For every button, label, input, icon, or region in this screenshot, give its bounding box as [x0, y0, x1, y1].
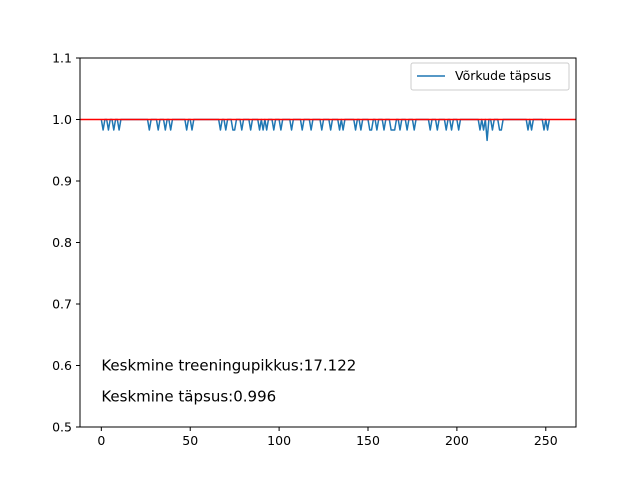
annotation-mean-training-length: Keskmine treeningupikkus:17.122 — [101, 357, 356, 375]
series-line-vorkude-tapsus — [100, 118, 551, 142]
y-tick-label: 0.8 — [52, 235, 72, 250]
axis-ticks: 0 50 100 150 200 250 0.5 0.6 0.7 0.8 0.9 1.0 1.1 — [52, 51, 558, 449]
x-tick-label: 0 — [97, 433, 105, 448]
x-tick-label: 150 — [356, 433, 380, 448]
annotations: Keskmine treeningupikkus:17.122 Keskmine … — [101, 357, 356, 406]
annotation-mean-accuracy: Keskmine täpsus:0.996 — [101, 387, 276, 405]
legend-box — [410, 62, 570, 91]
y-tick-label: 1.0 — [52, 112, 72, 127]
legend: Võrkude täpsus — [410, 62, 570, 91]
x-tick-label: 100 — [267, 433, 291, 448]
y-tick-label: 1.1 — [52, 51, 72, 66]
x-tick-label: 50 — [182, 433, 198, 448]
y-tick-label: 0.9 — [52, 174, 72, 189]
y-tick-label: 0.6 — [52, 358, 72, 373]
y-tick-label: 0.5 — [52, 420, 72, 435]
legend-label: Võrkude täpsus — [455, 68, 551, 83]
x-tick-label: 200 — [445, 433, 469, 448]
x-tick-label: 250 — [534, 433, 558, 448]
y-tick-label: 0.7 — [52, 297, 72, 312]
